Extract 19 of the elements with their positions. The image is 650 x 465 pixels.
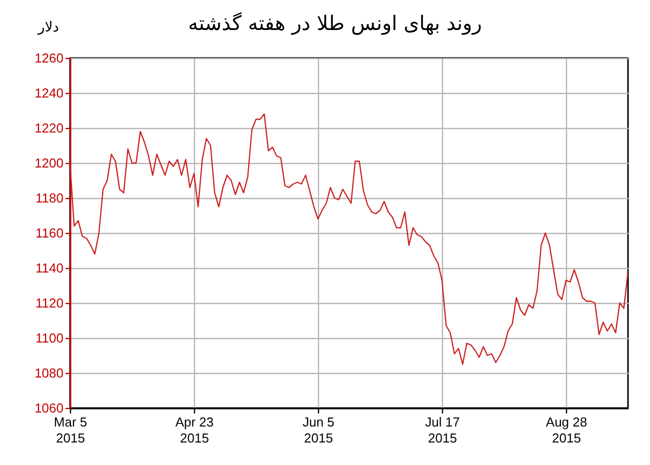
chart-title: روند بهای اونس طلا در هفته گذشته [188,11,482,35]
y-tick-label: 1100 [36,330,64,346]
x-tick-label: Jul 17 2015 [425,414,460,446]
x-tick-label: Apr 23 2015 [175,414,214,446]
line-series [70,113,628,365]
y-tick-label: 1060 [34,400,64,416]
y-tick-label: 1120 [36,296,64,310]
y-tick-label: 1200 [34,156,64,170]
y-tick-label: 1180 [36,190,64,206]
y-tick-label: 1140 [36,260,64,276]
y-tick-label: 1220 [34,120,64,136]
x-tick-label: Aug 28 2015 [546,414,588,446]
x-tick-label: Jun 5 2015 [302,414,334,446]
y-tick-label: 1160 [36,226,64,240]
y-tick-label: 1260 [34,50,64,66]
y-axis-title: دلار [37,20,59,36]
y-tick-label: 1080 [34,366,64,380]
x-tick-label: Mar 5 2015 [54,414,88,446]
y-tick-label: 1240 [34,86,64,100]
